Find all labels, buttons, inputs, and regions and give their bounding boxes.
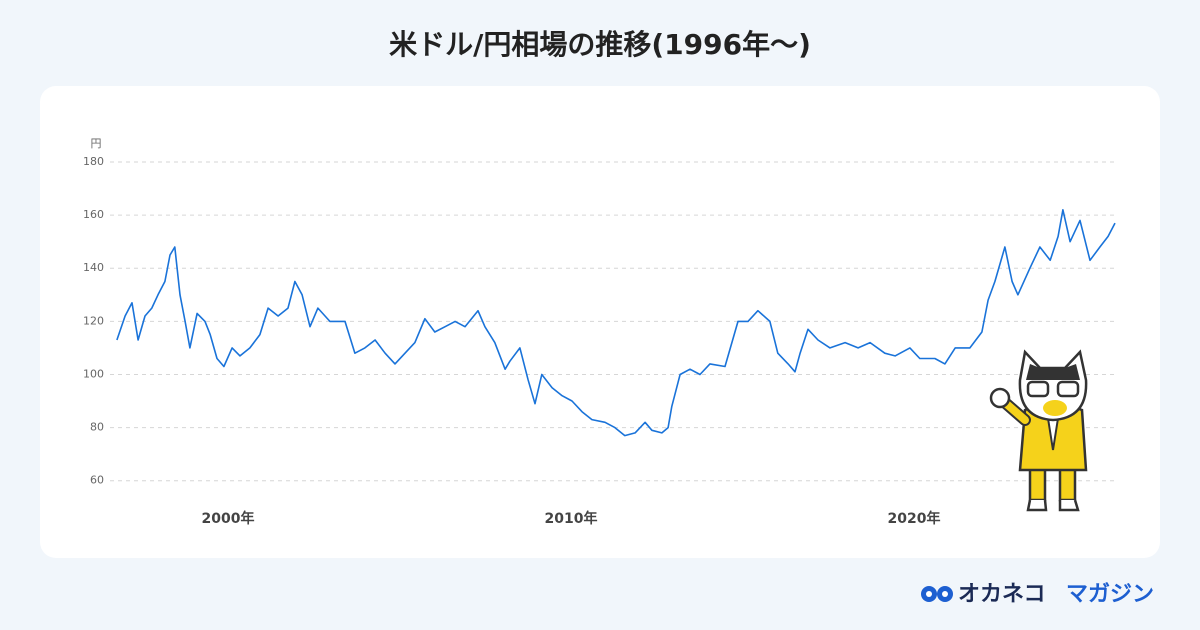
y-tick-label: 140 [83,261,104,274]
y-tick-label: 80 [90,421,104,434]
brand-name: オカネコ [958,582,1046,607]
y-tick-label: 60 [90,474,104,487]
mascot [989,349,1088,512]
y-tick-label: 120 [83,314,104,327]
y-tick-label: 160 [83,208,104,221]
x-tick-label: 2000年 [202,510,255,527]
y-axis-label: 円 [91,137,102,150]
plot: 60 80 100 120 140 160 180 2000年 2010年 2020年 [83,155,1116,527]
brand-suffix: マガジン [1066,582,1154,607]
card [40,86,1160,558]
brand-logo [921,586,953,602]
x-tick-label: 2020年 [888,510,941,527]
chart-title: 米ドル/円相場の推移(1996年〜) [389,28,811,61]
y-tick-label: 180 [83,155,104,168]
y-tick-label: 100 [83,367,104,380]
x-tick-label: 2010年 [545,510,598,527]
price-line [116,209,1116,437]
